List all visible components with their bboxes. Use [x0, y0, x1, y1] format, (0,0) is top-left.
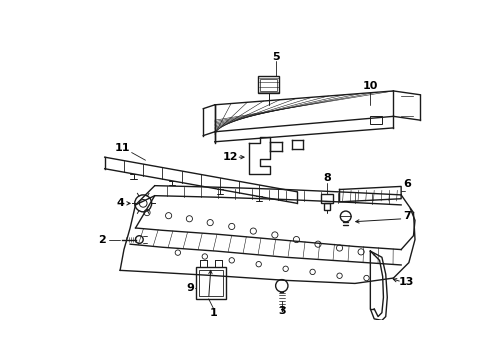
Bar: [321, 194, 333, 203]
Text: 5: 5: [272, 52, 280, 62]
Bar: [196, 266, 225, 299]
Text: 2: 2: [98, 235, 106, 244]
Text: 8: 8: [323, 173, 330, 183]
Text: 11: 11: [114, 143, 130, 153]
Text: 6: 6: [403, 179, 410, 189]
Text: 10: 10: [362, 81, 377, 91]
Bar: [257, 76, 279, 93]
Bar: [260, 78, 277, 91]
Text: 7: 7: [403, 211, 410, 221]
Text: 13: 13: [398, 277, 413, 287]
Bar: [324, 203, 329, 210]
Bar: [369, 116, 381, 124]
Text: 9: 9: [186, 283, 194, 293]
Text: 3: 3: [277, 306, 285, 316]
Text: 12: 12: [222, 152, 238, 162]
Bar: [199, 270, 222, 296]
Text: 1: 1: [210, 308, 218, 318]
Text: 4: 4: [117, 198, 124, 208]
